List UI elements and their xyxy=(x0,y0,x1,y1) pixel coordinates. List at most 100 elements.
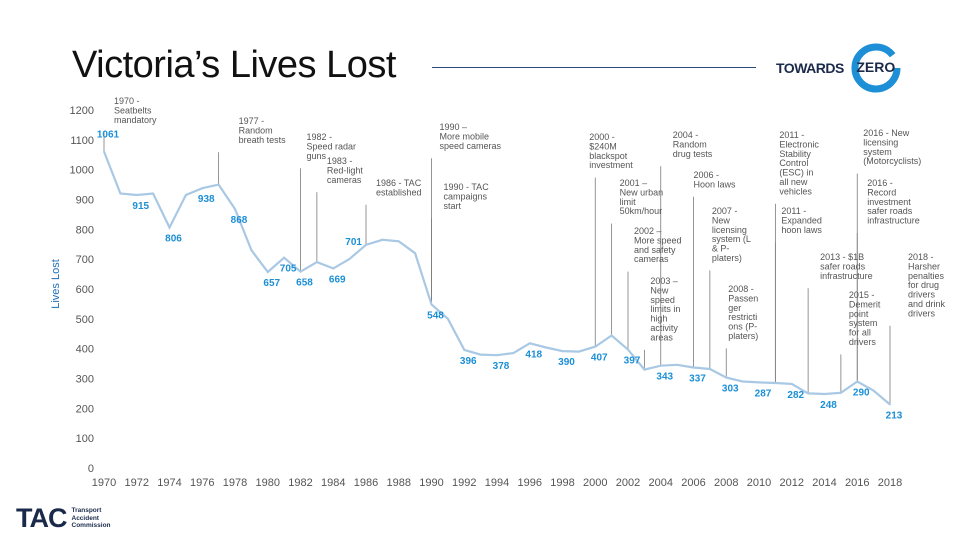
x-tick-label: 1980 xyxy=(256,477,280,489)
data-point xyxy=(676,363,679,366)
annotation-line: system (L xyxy=(712,234,751,244)
annotation-label: 2013 - $1B safer roads infrastructure xyxy=(820,252,873,281)
annotation-line: blackspot xyxy=(589,151,628,161)
annotation-line: for all xyxy=(849,328,871,338)
annotation-label: 2008 -Passen ger restricti ons (P-platers) xyxy=(728,284,758,341)
data-point xyxy=(135,194,138,196)
y-tick-label: 200 xyxy=(76,403,94,415)
annotation-line: 1982 - xyxy=(307,132,333,142)
annotation-line: speed xyxy=(650,295,675,305)
y-tick-label: 0 xyxy=(88,463,94,475)
tac-sub-line: Transport xyxy=(71,507,102,515)
annotation-label: 2015 -Demerit point system for all drivers xyxy=(849,290,881,347)
data-label: 337 xyxy=(689,373,706,384)
annotation-line: Speed radar xyxy=(307,141,357,151)
x-tick-label: 1970 xyxy=(92,477,116,489)
page-title: Victoria’s Lives Lost xyxy=(72,44,396,86)
data-label: 287 xyxy=(755,388,772,399)
annotation-line: ger xyxy=(728,303,741,313)
x-tick-label: 1994 xyxy=(485,477,509,489)
annotation-line: 2018 - xyxy=(908,252,934,262)
logo-towards-text: TOWARDS xyxy=(776,60,844,76)
data-point xyxy=(430,303,433,306)
data-point xyxy=(528,342,531,345)
y-tick-label: 100 xyxy=(76,433,94,445)
annotation-line: Random xyxy=(673,139,707,149)
annotation-line: More speed xyxy=(634,235,682,245)
annotation-line: 2000 - xyxy=(589,132,615,142)
data-label: 669 xyxy=(329,274,346,285)
data-point xyxy=(774,382,777,384)
annotation-label: 1970 -Seatbelts mandatory xyxy=(114,96,157,125)
annotation-label: 1990 – More mobile speed cameras xyxy=(440,122,502,151)
annotation-line: investment xyxy=(589,160,633,170)
annotation-line: licensing xyxy=(863,137,898,147)
data-point xyxy=(463,348,466,351)
annotation-line: More mobile xyxy=(440,131,490,141)
annotation-label: 2002 – More speed and safety cameras xyxy=(634,226,682,264)
y-tick-label: 700 xyxy=(76,254,94,266)
annotation-line: 2008 - xyxy=(728,284,754,294)
annotation-line: (Motorcyclists) xyxy=(863,156,921,166)
data-point xyxy=(152,192,155,195)
annotation-line: campaigns xyxy=(444,191,488,201)
annotation-line: 2011 - xyxy=(779,130,804,140)
data-point xyxy=(348,257,351,260)
data-point xyxy=(839,391,842,394)
data-label: 390 xyxy=(558,357,575,368)
annotation-line: high xyxy=(650,314,667,324)
x-tick-label: 2016 xyxy=(845,477,869,489)
annotation-label: 1990 - TAC campaigns start xyxy=(444,182,490,211)
annotation-line: New xyxy=(650,285,669,295)
annotation-line: $240M xyxy=(589,141,617,151)
annotation-line: drivers xyxy=(849,337,877,347)
data-label: 806 xyxy=(165,234,182,245)
annotation-line: guns xyxy=(307,151,327,161)
annotation-label: 1986 - TAC established xyxy=(376,178,422,197)
y-axis-label: Lives Lost xyxy=(50,259,62,309)
annotation-line: 2001 – xyxy=(620,178,648,188)
annotation-line: New urban xyxy=(620,187,664,197)
data-point xyxy=(201,187,204,190)
annotation-line: 1990 – xyxy=(440,122,468,132)
x-tick-label: 1972 xyxy=(125,477,149,489)
data-point xyxy=(823,393,826,395)
annotation-line: (ESC) in xyxy=(779,168,813,178)
data-label: 396 xyxy=(460,356,477,367)
data-point xyxy=(332,267,335,270)
data-point xyxy=(496,354,498,357)
data-point xyxy=(446,317,449,320)
annotation-line: 1977 - xyxy=(239,116,265,126)
annotation-line: platers) xyxy=(728,331,758,341)
annotation-line: licensing xyxy=(712,225,747,235)
annotation-label: 2016 -Record investment safer roads infrast… xyxy=(867,178,920,226)
data-label: 548 xyxy=(427,311,444,322)
annotation-label: 1977 -Random breath tests xyxy=(239,116,287,145)
data-label: 1061 xyxy=(97,129,120,140)
x-tick-label: 2006 xyxy=(681,477,705,489)
x-tick-label: 1998 xyxy=(550,477,574,489)
annotation-label: 2001 – New urban limit 50km/hour xyxy=(620,178,664,216)
data-label: 657 xyxy=(263,278,280,289)
annotation-label: 1983 -Red-light cameras xyxy=(327,156,364,185)
annotation-line: infrastructure xyxy=(820,271,873,281)
tac-subtitle: Transport Accident Commission xyxy=(72,507,111,530)
annotation-line: Seatbelts xyxy=(114,105,152,115)
title-divider xyxy=(432,67,756,68)
data-point xyxy=(561,350,564,352)
x-tick-label: 2012 xyxy=(780,477,804,489)
x-tick-label: 2002 xyxy=(616,477,640,489)
annotation-line: limits in xyxy=(650,304,680,314)
data-point xyxy=(479,353,482,356)
annotation-line: infrastructure xyxy=(867,216,920,226)
data-point xyxy=(168,226,171,229)
data-point xyxy=(381,238,384,241)
annotation-line: breath tests xyxy=(239,135,287,145)
y-tick-label: 800 xyxy=(76,224,94,236)
annotation-line: and safety xyxy=(634,245,676,255)
data-label: 282 xyxy=(787,390,804,401)
annotation-line: activity xyxy=(650,323,678,333)
annotation-label: 2000 -$240M blackspot investment xyxy=(589,132,633,170)
tac-sub-line: Commission xyxy=(71,522,111,530)
annotation-line: ons (P- xyxy=(728,322,757,332)
